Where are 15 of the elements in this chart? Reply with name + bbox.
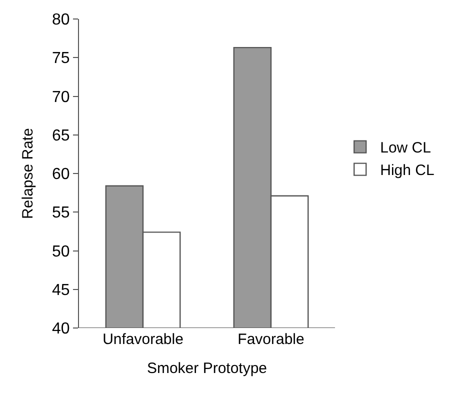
y-tick-label: 80 <box>52 12 70 29</box>
y-tick-label: 55 <box>52 204 70 222</box>
y-axis-title: Relapse Rate <box>19 128 36 219</box>
y-tick-label: 60 <box>52 166 70 184</box>
y-tick-label: 75 <box>52 50 70 68</box>
x-axis-title: Smoker Prototype <box>146 360 268 377</box>
y-tick-label: 65 <box>52 127 70 144</box>
x-tick-label: Unfavorable <box>102 331 184 348</box>
y-tick-label: 70 <box>52 88 70 106</box>
y-tick-label: 40 <box>52 320 70 338</box>
x-tick-label: Favorable <box>238 331 304 348</box>
y-tick-label: 50 <box>52 243 70 260</box>
legend-label: High CL <box>380 162 434 180</box>
legend-label: Low CL <box>380 140 431 157</box>
y-tick-label: 45 <box>52 282 70 299</box>
